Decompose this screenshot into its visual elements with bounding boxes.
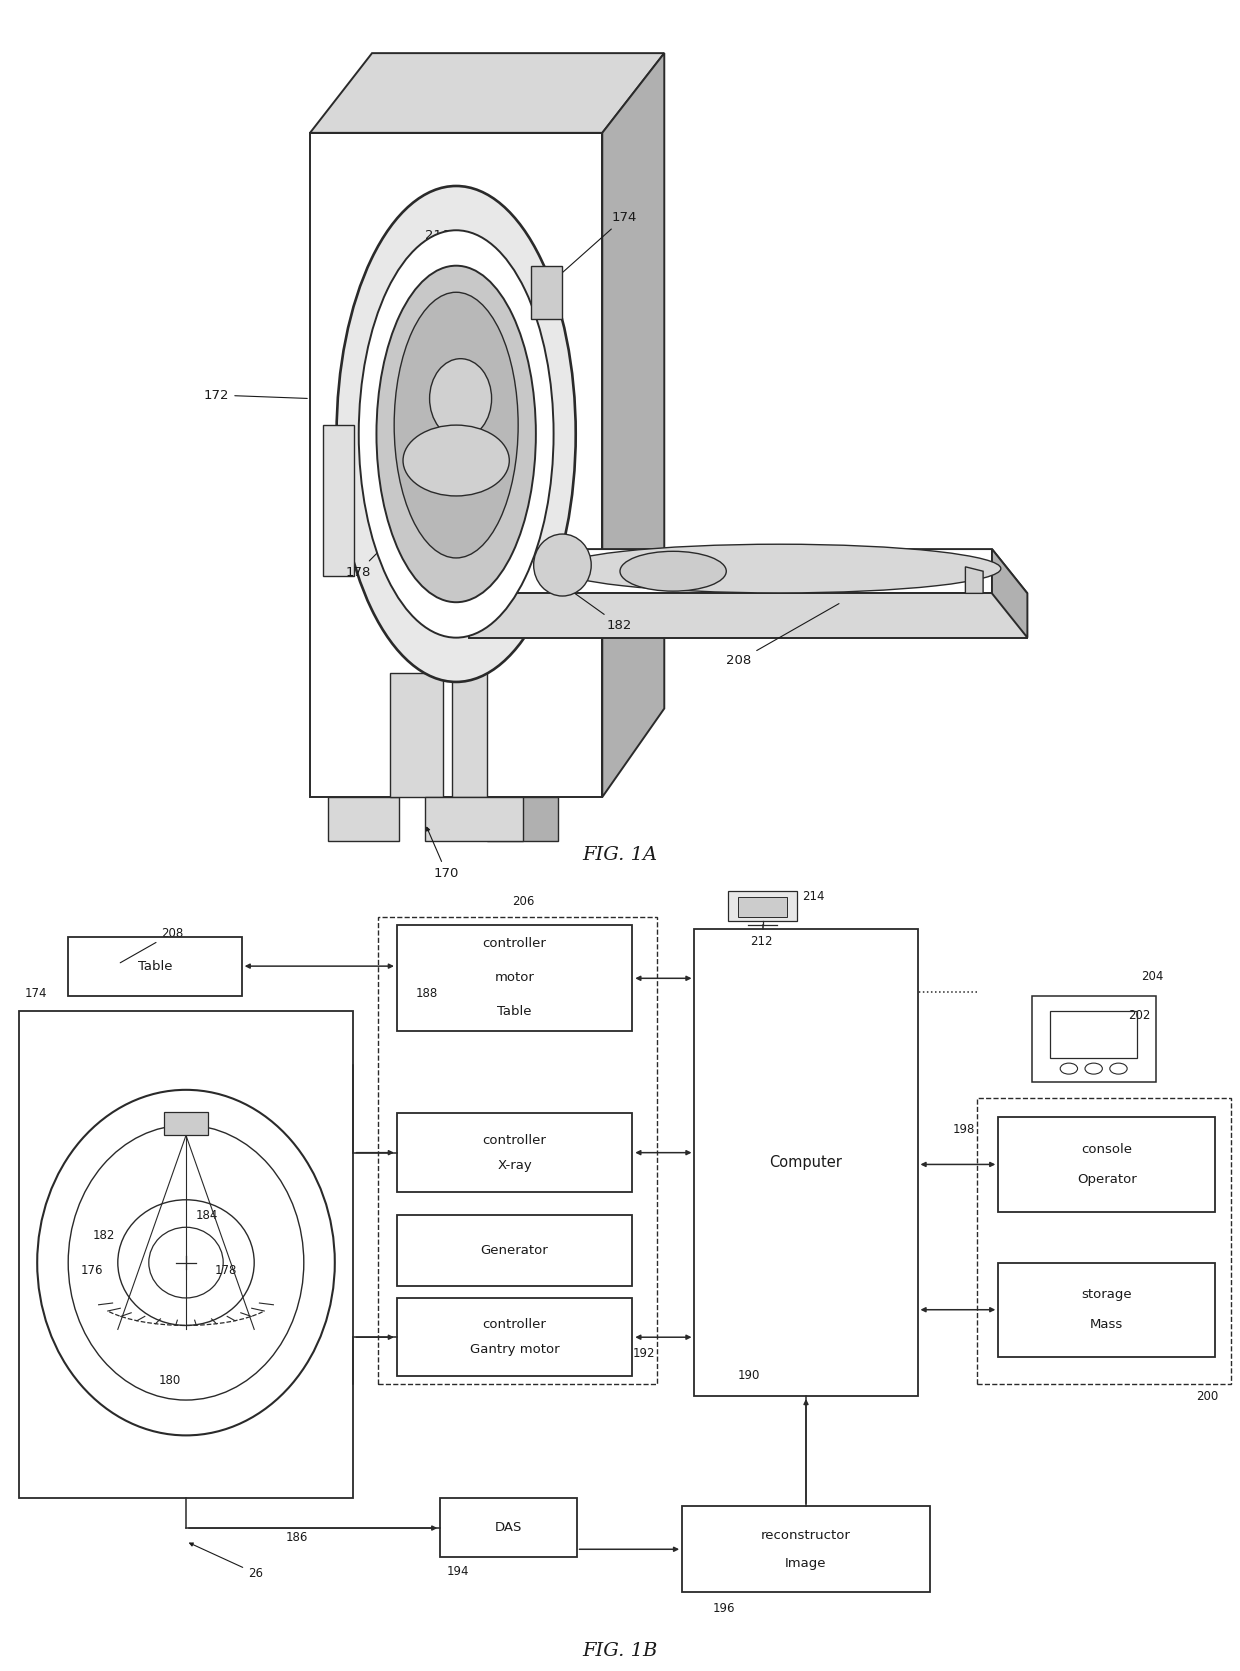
Text: 208: 208 xyxy=(120,927,184,962)
Bar xyxy=(397,1215,632,1287)
Text: 188: 188 xyxy=(415,988,438,1001)
Text: 202: 202 xyxy=(1128,1009,1151,1023)
Polygon shape xyxy=(310,53,665,134)
Ellipse shape xyxy=(336,185,575,682)
Text: 170: 170 xyxy=(427,827,459,879)
Text: Table: Table xyxy=(138,959,172,973)
Bar xyxy=(397,1113,632,1191)
Text: 182: 182 xyxy=(93,1230,115,1242)
Ellipse shape xyxy=(403,424,510,496)
Polygon shape xyxy=(434,550,1028,593)
Text: FIG. 1A: FIG. 1A xyxy=(583,846,657,864)
Text: DAS: DAS xyxy=(495,1521,522,1534)
Bar xyxy=(998,1118,1215,1211)
Polygon shape xyxy=(327,797,398,842)
Bar xyxy=(440,1499,577,1557)
Polygon shape xyxy=(470,593,1028,638)
Text: 176: 176 xyxy=(81,1265,103,1277)
Ellipse shape xyxy=(377,266,536,602)
Text: 194: 194 xyxy=(446,1566,469,1577)
Text: 26: 26 xyxy=(190,1542,263,1579)
Text: storage: storage xyxy=(1081,1288,1132,1302)
Text: 208: 208 xyxy=(727,603,839,667)
Text: 174: 174 xyxy=(25,988,47,1001)
Text: console: console xyxy=(1081,1143,1132,1156)
Text: controller: controller xyxy=(482,1133,547,1146)
Ellipse shape xyxy=(558,545,1001,593)
Text: Computer: Computer xyxy=(770,1155,842,1170)
Text: 190: 190 xyxy=(738,1369,760,1382)
Text: 200: 200 xyxy=(1197,1390,1219,1404)
Text: 172: 172 xyxy=(203,389,308,401)
Text: 214: 214 xyxy=(802,889,825,902)
Text: reconstructor: reconstructor xyxy=(761,1529,851,1542)
Text: Operator: Operator xyxy=(1076,1173,1137,1186)
Text: 182: 182 xyxy=(564,587,632,632)
Bar xyxy=(68,937,242,996)
Bar xyxy=(19,1011,353,1499)
Text: Image: Image xyxy=(785,1557,827,1569)
Text: X-ray: X-ray xyxy=(497,1158,532,1171)
Bar xyxy=(977,1098,1231,1384)
Ellipse shape xyxy=(358,231,553,638)
Text: 192: 192 xyxy=(632,1347,655,1360)
Bar xyxy=(1050,1011,1137,1058)
Text: FIG. 1B: FIG. 1B xyxy=(583,1643,657,1661)
Text: Table: Table xyxy=(497,1006,532,1018)
Text: controller: controller xyxy=(482,937,547,951)
Text: 206: 206 xyxy=(512,896,534,909)
Polygon shape xyxy=(532,266,563,319)
Bar xyxy=(738,897,787,917)
Polygon shape xyxy=(487,797,558,842)
Polygon shape xyxy=(425,797,522,842)
Ellipse shape xyxy=(429,359,491,438)
Bar xyxy=(397,1298,632,1377)
Polygon shape xyxy=(310,134,603,797)
Text: Mass: Mass xyxy=(1090,1318,1123,1332)
Polygon shape xyxy=(603,53,665,797)
Bar xyxy=(998,1263,1215,1357)
Ellipse shape xyxy=(394,292,518,558)
Bar xyxy=(164,1111,208,1135)
Text: 186: 186 xyxy=(285,1531,308,1544)
Polygon shape xyxy=(992,550,1028,638)
Polygon shape xyxy=(389,673,443,797)
Bar xyxy=(397,924,632,1031)
Polygon shape xyxy=(324,424,355,575)
Bar xyxy=(728,891,797,921)
Text: controller: controller xyxy=(482,1318,547,1332)
Text: 174: 174 xyxy=(542,212,636,291)
Ellipse shape xyxy=(533,535,591,597)
Text: Generator: Generator xyxy=(481,1245,548,1257)
Text: 178: 178 xyxy=(215,1265,237,1277)
Bar xyxy=(1032,996,1156,1083)
Text: 184: 184 xyxy=(196,1210,218,1223)
Bar xyxy=(682,1506,930,1592)
Text: motor: motor xyxy=(495,971,534,984)
Text: Gantry motor: Gantry motor xyxy=(470,1343,559,1357)
Polygon shape xyxy=(451,638,487,797)
Bar xyxy=(694,929,918,1397)
Text: 198: 198 xyxy=(952,1123,975,1136)
Text: 204: 204 xyxy=(1141,969,1163,983)
Ellipse shape xyxy=(620,551,727,592)
Bar xyxy=(378,917,657,1384)
Text: 178: 178 xyxy=(346,533,397,578)
Text: 212: 212 xyxy=(750,934,773,947)
Text: 210: 210 xyxy=(425,229,450,242)
Text: 196: 196 xyxy=(713,1602,735,1616)
Text: 180: 180 xyxy=(159,1374,181,1387)
Polygon shape xyxy=(966,566,983,593)
